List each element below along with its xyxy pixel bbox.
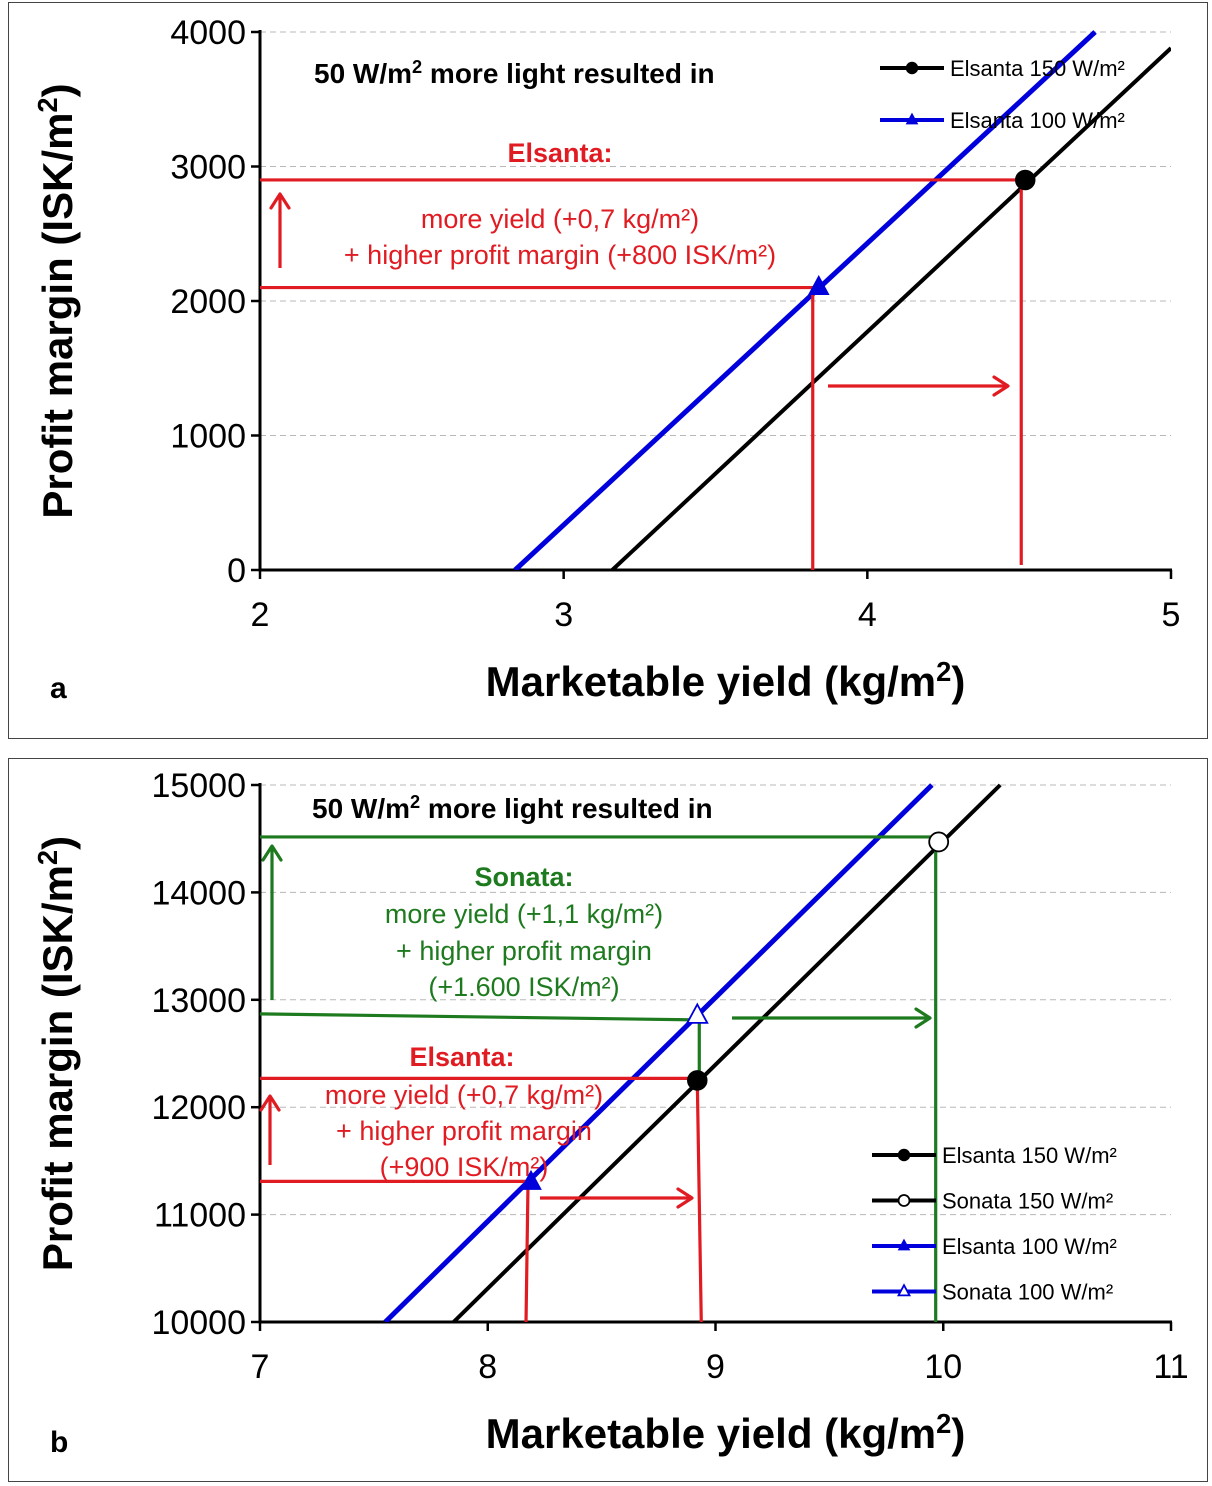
arrow-b-sonata-right-head bbox=[914, 1007, 932, 1029]
y-tick-label-b-5: 15000 bbox=[151, 767, 246, 805]
data-point-a-0 bbox=[1014, 169, 1036, 191]
x-tick-label-a-3: 5 bbox=[1162, 596, 1181, 634]
y-tick-label-a-4: 4000 bbox=[170, 14, 246, 52]
legend-label-a-1: Elsanta 100 W/m² bbox=[950, 108, 1125, 133]
legend-marker-b-2 bbox=[897, 1238, 911, 1251]
annotation-b-elsanta-line-2: (+900 ISK/m²) bbox=[380, 1152, 549, 1182]
x-tick-label-b-2: 9 bbox=[706, 1348, 725, 1386]
y-axis-title-a: Profit margin (ISK/m2) bbox=[32, 83, 82, 518]
annotation-b-sonata-title: Sonata: bbox=[474, 862, 573, 892]
y-tick-label-b-0: 10000 bbox=[151, 1304, 246, 1342]
annotation-b-elsanta-line-0: more yield (+0,7 kg/m²) bbox=[325, 1080, 603, 1110]
y-tick-label-a-2: 2000 bbox=[170, 283, 246, 321]
y-tick-label-a-3: 3000 bbox=[170, 149, 246, 187]
x-axis-title-b: Marketable yield (kg/m2) bbox=[486, 1408, 966, 1458]
series-line-a-1 bbox=[513, 30, 1097, 570]
chart-header-a: 50 W/m2 more light resulted in bbox=[314, 57, 715, 89]
arrow-b-elsanta-right-head bbox=[676, 1187, 694, 1209]
y-tick-label-a-0: 0 bbox=[227, 552, 246, 590]
legend-label-b-1: Sonata 150 W/m² bbox=[942, 1189, 1113, 1214]
annotation-b-sonata-line-2: (+1.600 ISK/m²) bbox=[428, 972, 619, 1002]
legend-marker-b-1 bbox=[897, 1194, 911, 1207]
annotation-b-elsanta-line-1: + higher profit margin bbox=[336, 1116, 592, 1146]
y-tick-label-b-4: 14000 bbox=[151, 874, 246, 912]
chart-header-b: 50 W/m2 more light resulted in bbox=[312, 792, 713, 824]
annotation-b-sonata-line-1: + higher profit margin bbox=[396, 936, 652, 966]
x-axis-title-a: Marketable yield (kg/m2) bbox=[486, 656, 966, 706]
x-tick-label-b-1: 8 bbox=[478, 1348, 497, 1386]
guide-b-sonata-low-h bbox=[259, 1012, 698, 1022]
annotation-a-title: Elsanta: bbox=[507, 138, 612, 168]
data-point-b-0 bbox=[687, 1070, 708, 1091]
arrow-a-right-head bbox=[992, 375, 1010, 397]
chart-panel-a bbox=[8, 2, 1208, 739]
panel-label-a: a bbox=[50, 672, 67, 705]
arrow-b-elsanta-up-head bbox=[259, 1094, 281, 1112]
guide-b-elsanta-low-v bbox=[524, 1182, 530, 1323]
data-point-a-1 bbox=[807, 274, 830, 296]
series-line-b-2 bbox=[383, 783, 934, 1322]
annotation-a-line-1: + higher profit margin (+800 ISK/m²) bbox=[344, 240, 776, 270]
legend-marker-b-3 bbox=[896, 1283, 912, 1297]
x-tick-label-b-4: 11 bbox=[1153, 1348, 1188, 1386]
y-tick-label-a-1: 1000 bbox=[170, 418, 246, 456]
legend-marker-a-1 bbox=[905, 112, 919, 125]
arrow-b-sonata-up-head bbox=[261, 844, 283, 862]
data-point-b-2 bbox=[520, 1169, 542, 1190]
y-tick-label-b-3: 13000 bbox=[151, 982, 246, 1020]
x-tick-label-b-3: 10 bbox=[924, 1348, 962, 1386]
x-tick-label-b-0: 7 bbox=[251, 1348, 270, 1386]
x-tick-label-a-0: 2 bbox=[251, 596, 270, 634]
legend-label-a-0: Elsanta 150 W/m² bbox=[950, 56, 1125, 81]
legend-marker-a-0 bbox=[905, 61, 919, 75]
chart-panel-b bbox=[8, 758, 1208, 1482]
y-tick-label-b-1: 11000 bbox=[154, 1197, 246, 1235]
x-tick-label-a-1: 3 bbox=[554, 596, 573, 634]
data-point-b-1 bbox=[928, 831, 950, 853]
legend-label-b-0: Elsanta 150 W/m² bbox=[942, 1143, 1117, 1168]
panel-label-b: b bbox=[50, 1426, 68, 1459]
legend-label-b-2: Elsanta 100 W/m² bbox=[942, 1234, 1117, 1259]
y-tick-label-b-2: 12000 bbox=[151, 1089, 246, 1127]
annotation-b-sonata-line-0: more yield (+1,1 kg/m²) bbox=[385, 899, 663, 929]
y-axis-title-b: Profit margin (ISK/m2) bbox=[32, 836, 82, 1271]
legend-label-b-3: Sonata 100 W/m² bbox=[942, 1280, 1113, 1305]
legend-marker-b-0 bbox=[897, 1148, 911, 1162]
annotation-b-elsanta-title: Elsanta: bbox=[409, 1042, 514, 1072]
arrow-a-up-head bbox=[269, 192, 291, 210]
series-line-b-0 bbox=[452, 783, 1002, 1322]
x-tick-label-a-2: 4 bbox=[858, 596, 877, 634]
data-point-b-3 bbox=[685, 1002, 709, 1024]
series-line-a-0 bbox=[610, 46, 1171, 570]
guide-b-elsanta-high-v bbox=[695, 1080, 703, 1323]
annotation-a-line-0: more yield (+0,7 kg/m²) bbox=[421, 204, 699, 234]
